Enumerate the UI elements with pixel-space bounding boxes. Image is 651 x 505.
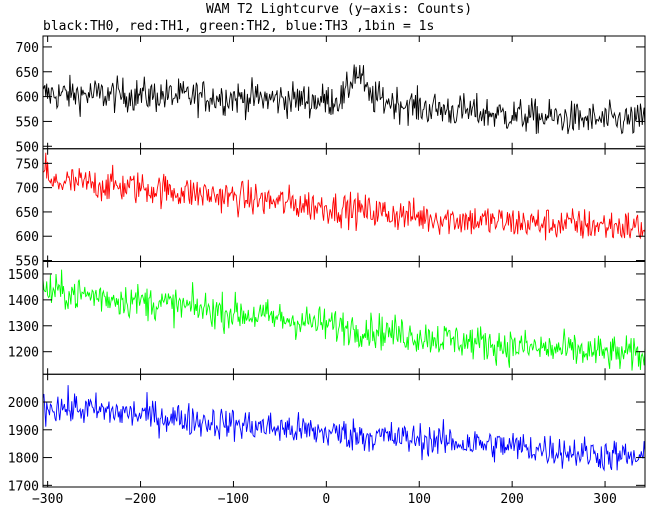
y-tick-label: 550 [16, 115, 39, 130]
x-tick-label: 300 [593, 492, 616, 505]
y-tick-label: 1400 [8, 294, 39, 309]
y-tick-label: 750 [16, 157, 39, 172]
x-tick-label: −300 [32, 492, 63, 505]
series-line-th3 [43, 385, 645, 472]
x-tick-label: −200 [125, 492, 156, 505]
panel-frame-th2 [42, 261, 646, 375]
y-tick-label: 1200 [8, 346, 39, 361]
x-tick-label: 200 [500, 492, 523, 505]
y-tick-label: 550 [16, 255, 39, 270]
y-tick-label: 600 [16, 91, 39, 106]
y-tick-label: 650 [16, 66, 39, 81]
plot-area: 500 550 600 650 700 550 600 650 700 750 1200 1300 14… [8, 35, 646, 505]
panel-frame-th1 [42, 148, 646, 262]
y-tick-label: 650 [16, 206, 39, 221]
series-line-th1 [43, 152, 645, 241]
y-tick-label: 500 [16, 140, 39, 155]
y-tick-label: 700 [16, 41, 39, 56]
y-tick-label: 700 [16, 182, 39, 197]
y-tick-label: 1500 [8, 268, 39, 283]
x-tick-label: 100 [408, 492, 431, 505]
series-line-th2 [43, 269, 645, 371]
x-tick-label: −100 [218, 492, 249, 505]
y-tick-label: 600 [16, 230, 39, 245]
y-tick-label: 1800 [8, 452, 39, 467]
y-tick-label: 1300 [8, 320, 39, 335]
chart-subtitle: black:TH0, red:TH1, green:TH2, blue:TH3 … [43, 19, 434, 34]
y-tick-label: 1700 [8, 479, 39, 494]
y-tick-label: 2000 [8, 396, 39, 411]
chart-title: WAM T2 Lightcurve (y−axis: Counts) [206, 2, 472, 17]
series-line-th0 [43, 64, 645, 135]
x-tick-label: 0 [322, 492, 330, 505]
y-tick-label: 1900 [8, 424, 39, 439]
panel-frame-th3 [42, 373, 646, 488]
